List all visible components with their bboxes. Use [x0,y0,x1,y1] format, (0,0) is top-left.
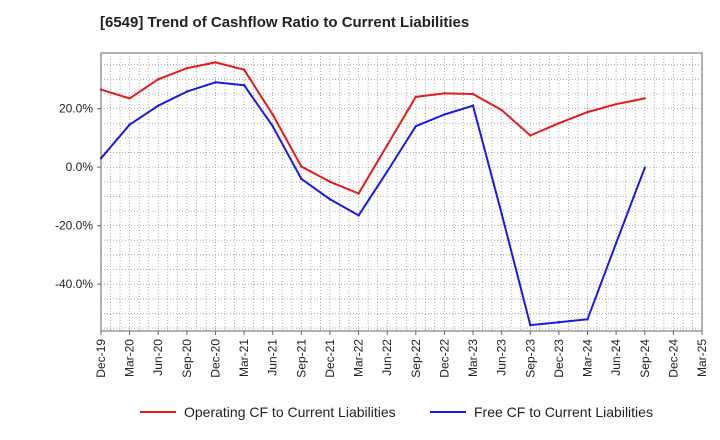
series-1-point [214,81,217,84]
series-0-point [328,180,332,183]
series-0-point [529,134,532,137]
series-1-point [357,214,360,217]
y-tick-label: 0.0% [66,160,94,174]
series-0-point [357,192,360,195]
series-0-point [385,143,389,147]
series-1-point [328,198,332,201]
y-tick-label: -40.0% [55,277,93,291]
legend-item-operating-cf: Operating CF to Current Liabilities [140,404,396,420]
series-1-point [300,177,303,181]
x-tick-label: Mar-22 [352,339,366,377]
x-tick-label: Jun-22 [380,339,394,376]
x-tick-label: Mar-25 [695,339,709,377]
series-0-point [157,78,160,81]
x-tick-label: Jun-21 [266,339,280,376]
chart-legend: Operating CF to Current Liabilities Free… [0,404,720,426]
x-tick-label: Dec-19 [94,339,108,378]
series-1-point [557,321,561,324]
series-0-point [300,165,303,168]
series-0-point [557,122,561,125]
x-tick-label: Mar-23 [466,339,480,377]
series-1-point [128,123,131,126]
series-0-point [99,88,103,91]
series-1-point [414,124,418,128]
series-1-point [500,212,503,216]
legend-label-free-cf: Free CF to Current Liabilities [474,404,653,420]
series-0-point [471,92,475,96]
x-tick-label: Sep-22 [409,339,423,378]
series-0-point [128,97,131,100]
x-tick-label: Sep-23 [523,339,537,378]
x-tick-label: Jun-20 [151,339,165,376]
series-0-point [271,113,274,116]
series-1-point [643,166,646,169]
legend-item-free-cf: Free CF to Current Liabilities [430,404,653,420]
series-1-point [242,83,246,87]
x-tick-label: Dec-23 [552,339,566,378]
series-0-point [643,97,646,100]
series-0-point [443,92,446,95]
series-0-point [500,108,503,112]
x-tick-label: Mar-20 [123,339,137,377]
series-1-point [586,318,589,321]
legend-swatch-operating-cf [140,411,176,413]
series-0-point [614,103,618,106]
series-1-point [185,90,189,93]
x-tick-label: Dec-20 [208,339,222,378]
series-1-point [271,124,274,128]
y-tick-label: 20.0% [59,102,93,116]
series-line-0 [100,61,645,195]
x-tick-label: Dec-22 [437,339,451,378]
series-1-point [443,113,446,116]
series-0-point [414,95,418,99]
x-tick-label: Mar-21 [237,339,251,377]
legend-swatch-free-cf [430,411,466,413]
x-tick-label: Sep-24 [638,339,652,378]
plot-area [100,52,703,332]
x-tick-label: Mar-24 [581,339,595,377]
legend-label-operating-cf: Operating CF to Current Liabilities [184,404,396,420]
series-1-point [614,242,618,245]
series-1-point [385,170,389,173]
x-tick-label: Jun-23 [495,339,509,376]
series-1-point [99,157,103,160]
x-tick-label: Dec-24 [666,339,680,378]
series-line-1 [100,81,646,327]
series-0-point [586,110,589,114]
series-1-point [529,323,532,327]
series-1-point [157,104,160,107]
x-tick-label: Sep-20 [180,339,194,378]
series-0-point [185,67,189,70]
series-0-point [242,68,246,71]
x-tick-label: Sep-21 [294,339,308,378]
series-0-point [214,61,217,64]
y-tick-label: -20.0% [55,219,93,233]
chart-title: [6549] Trend of Cashflow Ratio to Curren… [100,14,470,31]
series-1-point [471,104,475,107]
x-tick-label: Dec-21 [323,339,337,378]
x-tick-label: Jun-24 [609,339,623,376]
